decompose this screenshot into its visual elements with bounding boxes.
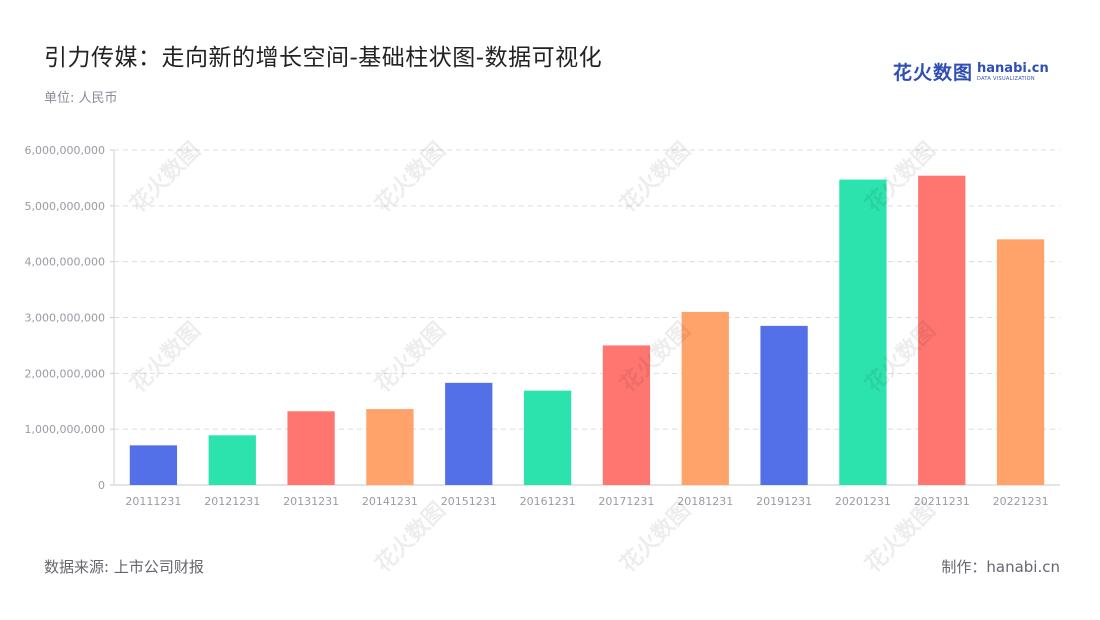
x-tick-label: 20191231 xyxy=(756,495,812,508)
x-tick-label: 20171231 xyxy=(598,495,654,508)
credit-link[interactable]: 制作：hanabi.cn xyxy=(941,556,1060,577)
x-tick-label: 20221231 xyxy=(993,495,1049,508)
x-tick-label: 20161231 xyxy=(520,495,576,508)
x-tick-label: 20181231 xyxy=(677,495,733,508)
y-tick-label: 1,000,000,000 xyxy=(25,423,105,436)
bar xyxy=(839,180,886,485)
x-tick-label: 20131231 xyxy=(283,495,339,508)
data-source: 数据来源: 上市公司财报 xyxy=(44,556,204,577)
y-tick-label: 2,000,000,000 xyxy=(25,367,105,380)
x-tick-label: 20141231 xyxy=(362,495,418,508)
x-tick-label: 20201231 xyxy=(835,495,891,508)
bar xyxy=(209,435,256,485)
bar xyxy=(682,312,729,485)
x-tick-label: 20211231 xyxy=(914,495,970,508)
bar xyxy=(445,383,492,485)
y-tick-label: 5,000,000,000 xyxy=(25,200,105,213)
bar xyxy=(287,411,334,485)
x-tick-label: 20121231 xyxy=(204,495,260,508)
y-tick-label: 0 xyxy=(98,479,105,492)
y-tick-label: 6,000,000,000 xyxy=(25,144,105,157)
bar xyxy=(760,326,807,485)
bar xyxy=(918,176,965,485)
bar xyxy=(524,391,571,485)
bar xyxy=(603,345,650,485)
x-tick-label: 20151231 xyxy=(441,495,497,508)
bar xyxy=(366,409,413,485)
y-tick-label: 4,000,000,000 xyxy=(25,256,105,269)
bar xyxy=(130,445,177,485)
x-tick-label: 20111231 xyxy=(125,495,181,508)
bar xyxy=(997,239,1044,485)
y-tick-label: 3,000,000,000 xyxy=(25,312,105,325)
